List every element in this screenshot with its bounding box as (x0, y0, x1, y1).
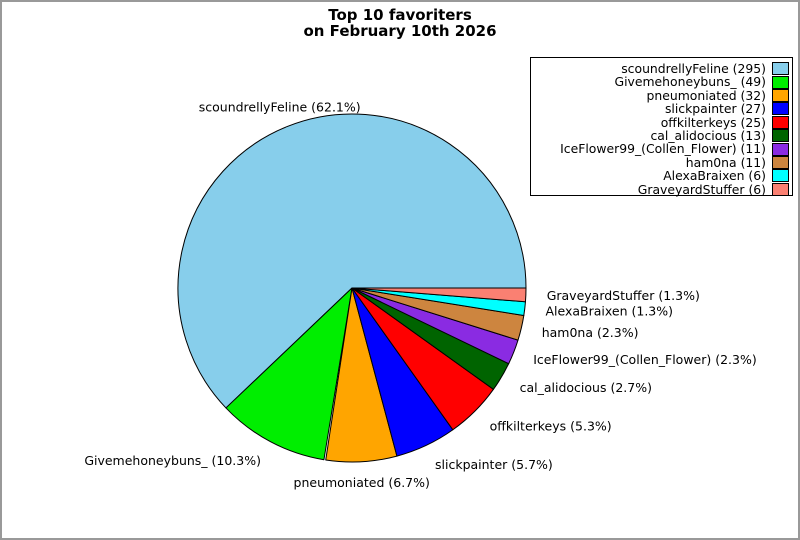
pie-slice-GraveyardStuffer (351, 287, 527, 303)
slice-label-IceFlower99_(Collen_Flower): IceFlower99_(Collen_Flower) (2.3%) (533, 352, 757, 367)
legend-label: offkilterkeys (25) (660, 114, 766, 130)
slice-label-Givemehoneybuns_: Givemehoneybuns_ (10.3%) (84, 453, 261, 468)
legend-entry: cal_alidocious (13) (531, 129, 792, 142)
legend-label: pneumoniated (32) (646, 87, 766, 103)
legend-entry: ham0na (11) (531, 154, 792, 170)
legend-label: ham0na (11) (685, 154, 766, 170)
legend-color-swatch (772, 142, 789, 156)
legend-entry: Givemehoneybuns_ (49) (531, 74, 792, 90)
chart-title-line1: Top 10 favoriters (328, 6, 472, 24)
legend-entry: offkilterkeys (25) (531, 114, 792, 130)
legend-label: cal_alidocious (13) (650, 127, 767, 143)
legend-label: GraveyardStuffer (6) (637, 181, 766, 197)
legend-entry: scoundrellyFeline (295) (531, 62, 792, 75)
slice-label-scoundrellyFeline: scoundrellyFeline (62.1%) (199, 100, 361, 115)
legend-color-swatch (772, 115, 789, 129)
legend-color-swatch (772, 88, 789, 102)
legend-label: slickpainter (27) (664, 101, 766, 117)
slice-label-pneumoniated: pneumoniated (6.7%) (294, 475, 430, 490)
legend-color-swatch (772, 62, 789, 76)
legend-color-swatch (772, 155, 789, 169)
slice-label-ham0na: ham0na (2.3%) (542, 325, 639, 340)
legend-label: AlexaBraixen (6) (663, 168, 766, 184)
legend-color-swatch (772, 169, 789, 183)
slice-label-GraveyardStuffer: GraveyardStuffer (1.3%) (547, 288, 700, 303)
legend-color-swatch (772, 102, 789, 116)
slice-label-slickpainter: slickpainter (5.7%) (435, 457, 553, 472)
legend-entry: pneumoniated (32) (531, 87, 792, 103)
slice-label-offkilterkeys: offkilterkeys (5.3%) (490, 419, 612, 434)
legend-label: scoundrellyFeline (295) (621, 61, 766, 76)
chart-title: Top 10 favoriters on February 10th 2026 (2, 7, 798, 39)
legend-label: Givemehoneybuns_ (49) (614, 74, 766, 90)
legend-color-swatch (772, 182, 789, 196)
pie-slice-Givemehoneybuns_ (225, 287, 353, 461)
legend: scoundrellyFeline (295) Givemehoneybuns_ … (530, 57, 793, 196)
slice-label-cal_alidocious: cal_alidocious (2.7%) (520, 380, 652, 395)
legend-entry: slickpainter (27) (531, 101, 792, 117)
legend-entry: AlexaBraixen (6) (531, 168, 792, 184)
legend-entry: IceFlower99_(Collen_Flower) (11) (531, 141, 792, 157)
pie-slice-scoundrellyFeline (177, 113, 527, 409)
legend-color-swatch (772, 75, 789, 89)
slice-label-AlexaBraixen: AlexaBraixen (1.3%) (546, 304, 674, 319)
legend-entry: GraveyardStuffer (6) (531, 181, 792, 197)
legend-color-swatch (772, 129, 789, 143)
legend-label: IceFlower99_(Collen_Flower) (11) (560, 141, 766, 157)
chart-title-line2: on February 10th 2026 (303, 22, 497, 40)
